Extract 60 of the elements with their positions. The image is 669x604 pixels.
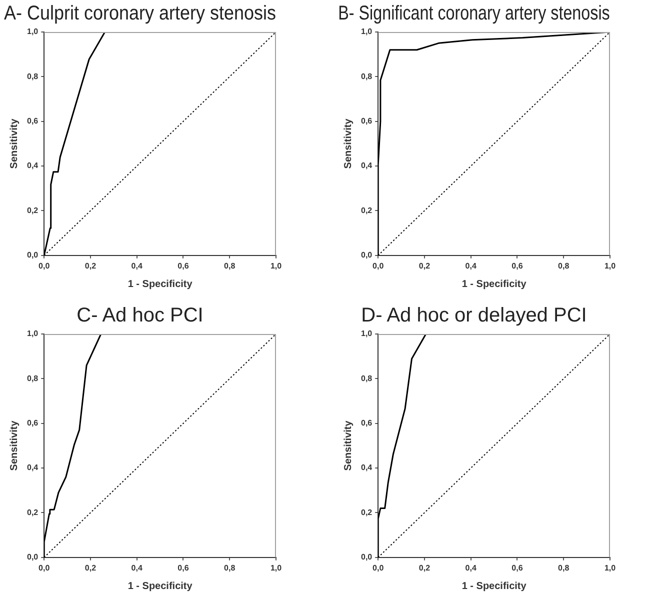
y-tick-label: 0,6 <box>26 418 39 428</box>
y-tick-label: 0,4 <box>26 463 39 472</box>
x-tick-label: 0,0 <box>38 261 50 270</box>
x-tick-label: 0,6 <box>512 563 524 572</box>
y-axis-title: Sensitivity <box>342 118 354 169</box>
y-tick-label: 0,8 <box>360 72 373 81</box>
y-tick-label: 0,8 <box>26 72 39 81</box>
y-tick-label: 0,2 <box>360 508 373 517</box>
y-tick-label: 0,8 <box>26 374 39 383</box>
y-tick-label: 1,0 <box>26 27 39 36</box>
x-tick-label: 0,2 <box>84 261 97 270</box>
y-tick-label: 0,0 <box>360 250 373 260</box>
y-tick-label: 0,0 <box>26 552 39 562</box>
y-axis-title: Sensitivity <box>8 118 20 169</box>
x-axis-title: 1 - Specificity <box>462 580 527 592</box>
y-tick-label: 0,4 <box>360 161 373 170</box>
y-tick-label: 0,0 <box>26 250 39 260</box>
y-tick-label: 0,6 <box>26 116 39 126</box>
y-tick-label: 1,0 <box>360 329 373 338</box>
x-tick-label: 0,0 <box>372 563 384 572</box>
x-tick-label: 1,0 <box>270 261 282 270</box>
chart-title: D- Ad hoc or delayed PCI <box>361 304 587 327</box>
x-tick-label: 0,2 <box>418 563 431 572</box>
x-tick-label: 0,6 <box>178 261 190 270</box>
y-tick-label: 0,2 <box>26 508 39 517</box>
chart-title: A- Culprit coronary artery stenosis <box>4 2 276 25</box>
y-tick-label: 0,6 <box>360 116 373 126</box>
y-tick-label: 0,6 <box>360 418 373 428</box>
x-tick-label: 0,4 <box>465 261 477 270</box>
x-tick-label: 0,6 <box>512 261 524 270</box>
y-tick-label: 0,2 <box>26 206 39 215</box>
y-tick-label: 0,0 <box>360 552 373 562</box>
x-axis-title: 1 - Specificity <box>128 278 193 290</box>
x-tick-label: 0,0 <box>372 261 384 270</box>
x-tick-label: 0,8 <box>558 261 570 270</box>
x-tick-label: 1,0 <box>270 563 282 572</box>
y-axis-title: Sensitivity <box>8 420 20 471</box>
x-tick-label: 0,8 <box>224 563 236 572</box>
y-tick-label: 1,0 <box>360 27 373 36</box>
x-axis-title: 1 - Specificity <box>462 278 527 290</box>
y-tick-label: 0,4 <box>360 463 373 472</box>
chart-title: B- Significant coronary artery stenosis <box>338 2 610 24</box>
x-tick-label: 0,4 <box>131 563 143 572</box>
x-axis-title: 1 - Specificity <box>128 580 193 592</box>
x-tick-label: 1,0 <box>604 563 616 572</box>
y-tick-label: 0,2 <box>360 206 373 215</box>
x-tick-label: 0,8 <box>224 261 236 270</box>
y-tick-label: 0,4 <box>26 161 39 170</box>
x-tick-label: 0,6 <box>178 563 190 572</box>
x-tick-label: 0,8 <box>558 563 570 572</box>
y-tick-label: 1,0 <box>26 329 39 338</box>
x-tick-label: 0,2 <box>84 563 97 572</box>
x-tick-label: 0,2 <box>418 261 431 270</box>
y-tick-label: 0,8 <box>360 374 373 383</box>
chart-title: C- Ad hoc PCI <box>76 304 204 327</box>
x-tick-label: 0,0 <box>38 563 50 572</box>
x-tick-label: 0,4 <box>131 261 143 270</box>
y-axis-title: Sensitivity <box>342 420 354 471</box>
x-tick-label: 0,4 <box>465 563 477 572</box>
x-tick-label: 1,0 <box>604 261 616 270</box>
